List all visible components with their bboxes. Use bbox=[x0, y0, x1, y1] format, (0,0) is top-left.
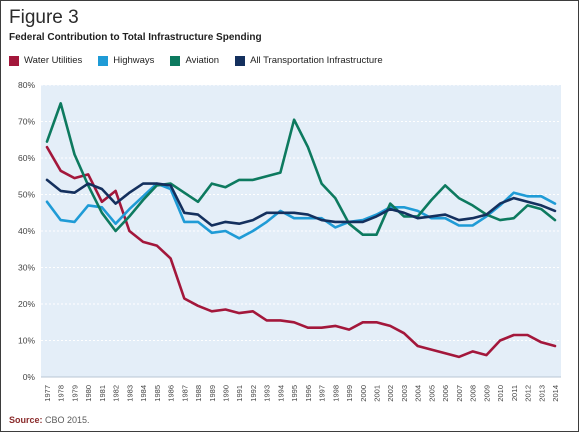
source-note: Source: CBO 2015. bbox=[9, 415, 90, 425]
chart-title: Federal Contribution to Total Infrastruc… bbox=[9, 32, 262, 43]
chart-legend: Water Utilities Highways Aviation All Tr… bbox=[9, 55, 399, 66]
y-tick-label: 70% bbox=[18, 117, 35, 127]
series-line-2 bbox=[45, 182, 557, 240]
source-label: Source: bbox=[9, 415, 43, 425]
x-tick-label: 2003 bbox=[400, 385, 409, 402]
x-tick-label: 1992 bbox=[249, 385, 258, 402]
x-tick-label: 2004 bbox=[414, 385, 423, 402]
legend-item-highways: Highways bbox=[98, 55, 154, 66]
x-tick-label: 1985 bbox=[153, 385, 162, 402]
series-line-3 bbox=[45, 102, 557, 236]
x-tick-label: 2001 bbox=[373, 385, 382, 402]
series-line-1 bbox=[45, 145, 557, 359]
source-text: CBO 2015. bbox=[42, 415, 90, 425]
legend-swatch bbox=[9, 55, 19, 66]
x-tick-label: 2014 bbox=[551, 385, 560, 402]
y-tick-label: 10% bbox=[18, 336, 35, 346]
x-tick-label: 1979 bbox=[70, 385, 79, 402]
x-tick-label: 1978 bbox=[57, 385, 66, 402]
y-tick-label: 50% bbox=[18, 190, 35, 200]
x-tick-label: 2011 bbox=[510, 385, 519, 401]
legend-item-aviation: Aviation bbox=[170, 55, 219, 66]
figure-title: Figure 3 bbox=[9, 7, 79, 28]
x-tick-label: 2006 bbox=[441, 385, 450, 402]
y-tick-label: 20% bbox=[18, 299, 35, 309]
x-tick-label: 2010 bbox=[496, 385, 505, 402]
y-tick-label: 80% bbox=[18, 80, 35, 90]
x-tick-label: 2008 bbox=[469, 385, 478, 402]
x-tick-label: 2005 bbox=[427, 385, 436, 402]
legend-label: Highways bbox=[113, 55, 155, 66]
x-tick-label: 1999 bbox=[345, 385, 354, 402]
x-tick-label: 1989 bbox=[208, 385, 217, 402]
x-tick-label: 1977 bbox=[43, 385, 52, 402]
x-tick-label: 1994 bbox=[276, 385, 285, 402]
x-tick-label: 1990 bbox=[221, 385, 230, 402]
x-tick-label: 2000 bbox=[359, 385, 368, 402]
x-tick-label: 1982 bbox=[112, 385, 121, 402]
x-tick-label: 1987 bbox=[180, 385, 189, 402]
x-tick-label: 1984 bbox=[139, 385, 148, 402]
x-tick-label: 1991 bbox=[235, 385, 244, 402]
y-tick-label: 0% bbox=[23, 372, 36, 382]
legend-label: Water Utilities bbox=[24, 55, 83, 66]
legend-label: All Transportation Infrastructure bbox=[250, 55, 383, 66]
legend-item-water-utilities: Water Utilities bbox=[9, 55, 82, 66]
legend-swatch bbox=[170, 55, 181, 66]
x-tick-label: 2002 bbox=[386, 385, 395, 402]
x-tick-label: 1995 bbox=[290, 385, 299, 402]
x-tick-label: 1993 bbox=[263, 385, 272, 402]
x-tick-label: 2013 bbox=[537, 385, 546, 402]
x-tick-label: 1996 bbox=[304, 385, 313, 402]
series-line-4 bbox=[45, 178, 557, 227]
x-tick-label: 2012 bbox=[524, 385, 533, 402]
x-tick-label: 1980 bbox=[84, 385, 93, 402]
y-tick-label: 40% bbox=[18, 226, 35, 236]
x-tick-label: 1997 bbox=[318, 385, 327, 402]
y-tick-label: 60% bbox=[18, 153, 35, 163]
x-tick-label: 1986 bbox=[167, 385, 176, 402]
legend-swatch bbox=[98, 55, 109, 66]
x-tick-label: 2007 bbox=[455, 385, 464, 402]
x-tick-label: 2009 bbox=[482, 385, 491, 402]
legend-item-all-transportation: All Transportation Infrastructure bbox=[235, 55, 383, 66]
legend-label: Aviation bbox=[185, 55, 220, 66]
x-tick-label: 1998 bbox=[331, 385, 340, 402]
x-tick-label: 1981 bbox=[98, 385, 107, 402]
y-tick-label: 30% bbox=[18, 263, 35, 273]
x-tick-label: 1983 bbox=[125, 385, 134, 402]
legend-swatch bbox=[235, 55, 246, 66]
x-tick-label: 1988 bbox=[194, 385, 203, 402]
